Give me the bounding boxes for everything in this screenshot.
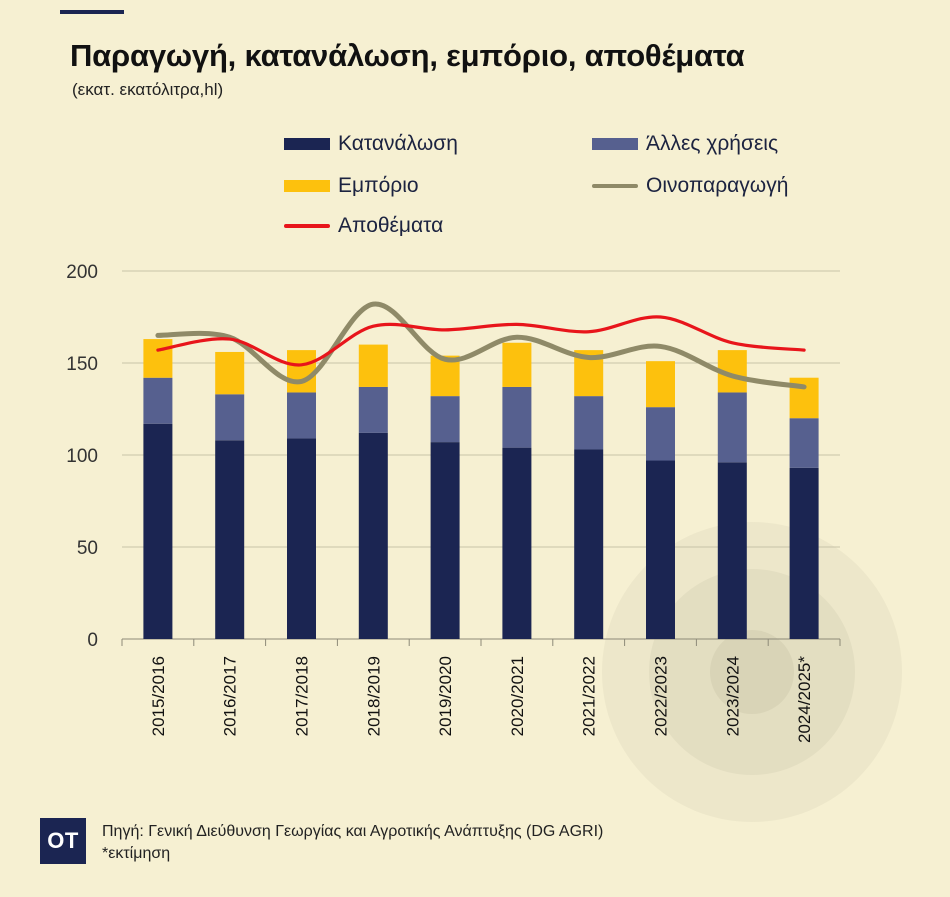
x-tick-label: 2020/2021 [508,656,527,736]
bar-other-uses [143,377,173,424]
footer-text: Πηγή: Γενική Διεύθυνση Γεωργίας και Αγρο… [86,818,603,866]
x-tick-label: 2024/2025* [795,656,814,743]
y-tick-label: 0 [87,630,98,651]
x-tick-label: 2021/2022 [580,656,599,736]
line-stocks [156,315,806,367]
x-tick-label: 2015/2016 [149,656,168,736]
legend-trade: Εμπόριο [284,174,419,198]
bar-other-uses [215,394,245,441]
bar-consumption [646,460,675,639]
bar-other-uses [430,396,460,443]
chart-title: Παραγωγή, κατανάλωση, εμπόριο, αποθέματα [70,38,745,73]
line-production [155,301,807,390]
legend-production: Οινοπαραγωγή [592,174,788,198]
bar-consumption [789,467,819,639]
legend-other-uses-swatch [592,138,638,150]
y-tick-label: 150 [66,354,98,375]
y-tick-label: 200 [66,262,98,283]
legend-production-label: Οινοπαραγωγή [646,174,789,197]
decorative-circle-outer [602,522,902,822]
series-lines [155,301,807,390]
bar-consumption [430,442,460,639]
y-tick-labels: 0 50 100 150 200 [66,262,98,651]
bar-other-uses [574,396,604,450]
bar-consumption [215,440,245,639]
bar-trade [215,351,245,395]
legend-trade-swatch [284,180,330,192]
legend-production-swatch [592,184,638,188]
decorative-circle-inner [710,630,794,714]
legend-trade-label: Εμπόριο [338,174,419,197]
y-tick-label: 100 [66,446,98,467]
x-tick-labels: 2015/2016 2016/2017 2017/2018 2018/2019 2019… [149,656,814,743]
legend-consumption-swatch [284,138,330,150]
y-tick-label: 50 [77,538,98,559]
legend-stocks-label: Αποθέματα [338,214,444,237]
x-tick-label: 2016/2017 [221,656,240,736]
source-note: Πηγή: Γενική Διεύθυνση Γεωργίας και Αγρο… [102,823,604,840]
bar-trade [143,339,173,378]
top-accent-rule [60,10,124,14]
stacked-bars [143,339,819,639]
x-tick-label: 2022/2023 [652,656,671,736]
legend-consumption-label: Κατανάλωση [338,132,458,155]
x-tick-label: 2019/2020 [436,656,455,736]
estimate-note: *εκτίμηση [102,845,171,862]
bar-other-uses [789,418,819,468]
bar-consumption [717,462,747,639]
legend-stocks-swatch [284,224,330,228]
footer: OT Πηγή: Γενική Διεύθυνση Γεωργίας και Α… [40,818,603,866]
bar-consumption [574,449,604,639]
bar-consumption [143,423,173,639]
bar-trade [646,361,675,408]
legend-stocks: Αποθέματα [284,214,443,238]
x-tick-label: 2018/2019 [364,656,383,736]
chart-subtitle: (εκατ. εκατόλιτρα,hl) [72,80,224,99]
bar-trade [502,342,532,387]
legend-consumption: Κατανάλωση [284,132,458,156]
x-tick-label: 2017/2018 [293,656,312,736]
legend-other-uses: Άλλες χρήσεις [592,132,778,156]
bar-other-uses [717,392,747,463]
bar-consumption [502,447,532,639]
bar-other-uses [287,392,316,439]
bar-consumption [358,432,388,639]
bar-consumption [287,438,316,639]
ot-logo: OT [40,818,86,864]
x-tick-label: 2023/2024 [723,656,742,736]
bar-other-uses [502,386,532,448]
bar-other-uses [646,407,675,461]
bar-trade [358,344,388,387]
bar-other-uses [358,386,388,433]
legend-other-uses-label: Άλλες χρήσεις [646,132,779,155]
bar-trade [287,350,316,393]
